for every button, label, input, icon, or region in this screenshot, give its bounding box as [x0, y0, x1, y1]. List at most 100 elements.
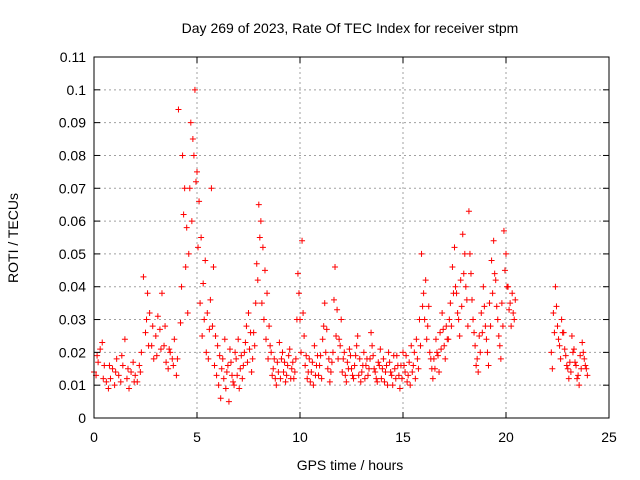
- data-point: [323, 326, 330, 333]
- y-tick-label: 0.06: [59, 213, 86, 229]
- data-point: [402, 369, 409, 376]
- data-point: [286, 346, 293, 353]
- data-point: [132, 372, 139, 379]
- data-point: [257, 218, 264, 225]
- data-point: [398, 375, 405, 382]
- x-tick-label: 5: [193, 429, 201, 445]
- data-point: [457, 277, 464, 284]
- data-point: [285, 352, 292, 359]
- data-point: [303, 352, 310, 359]
- data-point: [238, 352, 245, 359]
- data-point: [416, 316, 423, 323]
- data-point: [504, 283, 511, 290]
- data-point: [218, 365, 225, 372]
- data-point: [175, 106, 182, 113]
- data-point: [438, 346, 445, 353]
- data-point: [324, 365, 331, 372]
- data-point: [300, 309, 307, 316]
- data-point: [157, 346, 164, 353]
- data-point: [408, 342, 415, 349]
- data-point: [344, 359, 351, 366]
- y-tick-label: 0.03: [59, 312, 86, 328]
- data-point: [347, 352, 354, 359]
- data-point: [330, 296, 337, 303]
- data-point: [353, 342, 360, 349]
- data-point: [178, 283, 185, 290]
- data-point: [424, 323, 431, 330]
- data-point: [426, 349, 433, 356]
- data-point: [121, 336, 128, 343]
- data-point: [452, 283, 459, 290]
- data-point: [578, 365, 585, 372]
- y-tick-label: 0.02: [59, 344, 86, 360]
- data-point: [264, 290, 271, 297]
- data-point: [145, 342, 152, 349]
- data-point: [156, 326, 163, 333]
- data-point: [99, 339, 106, 346]
- data-point: [370, 352, 377, 359]
- data-point: [271, 355, 278, 362]
- data-point: [295, 290, 302, 297]
- data-point: [474, 355, 481, 362]
- data-point: [495, 332, 502, 339]
- data-point: [332, 264, 339, 271]
- data-point: [496, 342, 503, 349]
- data-point: [440, 326, 447, 333]
- data-point: [283, 372, 290, 379]
- data-point: [220, 375, 227, 382]
- data-point: [435, 352, 442, 359]
- data-point: [111, 382, 118, 389]
- data-point: [287, 375, 294, 382]
- plot-frame: [93, 56, 610, 419]
- data-point: [269, 372, 276, 379]
- data-point: [165, 365, 172, 372]
- data-point: [384, 382, 391, 389]
- data-point: [341, 349, 348, 356]
- data-point: [173, 372, 180, 379]
- data-point: [118, 352, 125, 359]
- data-point: [488, 257, 495, 264]
- data-point: [498, 300, 505, 307]
- data-point: [372, 369, 379, 376]
- data-point: [418, 250, 425, 257]
- data-point: [351, 362, 358, 369]
- data-point: [199, 332, 206, 339]
- data-point: [383, 362, 390, 369]
- data-point: [396, 385, 403, 392]
- data-point: [140, 273, 147, 280]
- data-point: [508, 323, 515, 330]
- data-point: [282, 378, 289, 385]
- data-point: [322, 349, 329, 356]
- data-point: [233, 355, 240, 362]
- data-point: [94, 352, 101, 359]
- data-point: [500, 227, 507, 234]
- data-point: [354, 332, 361, 339]
- data-point: [189, 136, 196, 143]
- data-point: [236, 385, 243, 392]
- data-point: [126, 385, 133, 392]
- data-point: [346, 346, 353, 353]
- data-point: [251, 342, 258, 349]
- data-point: [394, 362, 401, 369]
- data-point: [240, 362, 247, 369]
- data-point: [569, 349, 576, 356]
- data-point: [356, 355, 363, 362]
- data-point: [190, 152, 197, 159]
- data-point: [101, 362, 108, 369]
- data-point: [352, 352, 359, 359]
- data-point: [179, 152, 186, 159]
- data-point: [191, 86, 198, 93]
- data-point: [144, 290, 151, 297]
- data-point: [451, 244, 458, 251]
- data-point: [455, 316, 462, 323]
- data-point: [192, 178, 199, 185]
- data-point: [169, 355, 176, 362]
- y-tick-label: 0.04: [59, 279, 86, 295]
- data-point: [376, 362, 383, 369]
- data-point: [196, 198, 203, 205]
- data-point: [316, 362, 323, 369]
- data-point: [105, 385, 112, 392]
- data-point: [245, 309, 252, 316]
- data-point: [211, 362, 218, 369]
